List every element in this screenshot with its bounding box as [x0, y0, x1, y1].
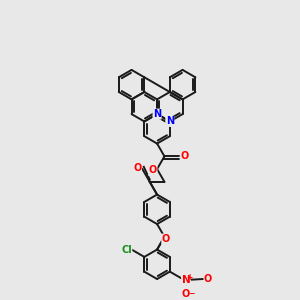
Text: N: N	[153, 109, 161, 119]
Text: O: O	[204, 274, 212, 284]
Text: O: O	[149, 166, 157, 176]
Text: −: −	[188, 289, 194, 298]
Text: O: O	[162, 234, 170, 244]
Text: O: O	[182, 289, 190, 298]
Text: Cl: Cl	[121, 244, 132, 254]
Text: N: N	[182, 275, 190, 285]
Text: O: O	[180, 151, 188, 161]
Text: O: O	[133, 163, 141, 173]
Text: N: N	[166, 116, 174, 127]
Text: +: +	[186, 273, 193, 282]
